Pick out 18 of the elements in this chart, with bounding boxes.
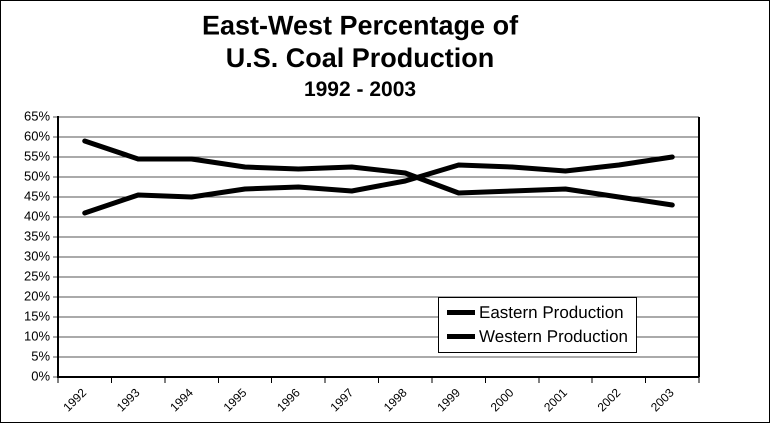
y-tick-label: 45%: [24, 188, 50, 204]
y-tick-label: 0%: [31, 368, 50, 384]
y-tick-label: 55%: [24, 148, 50, 164]
chart-subtitle: 1992 - 2003: [304, 78, 416, 102]
y-tick-label: 50%: [24, 168, 50, 184]
y-tick-label: 15%: [24, 308, 50, 324]
y-tick-label: 30%: [24, 248, 50, 264]
y-tick-label: 5%: [31, 348, 50, 364]
legend-label: Eastern Production: [479, 302, 624, 324]
chart-title: East-West Percentage of U.S. Coal Production: [202, 10, 520, 74]
y-tick-label: 10%: [24, 328, 50, 344]
y-tick-label: 35%: [24, 228, 50, 244]
y-tick-label: 20%: [24, 288, 50, 304]
legend-label: Western Production: [479, 326, 628, 348]
y-tick-label: 65%: [24, 108, 50, 124]
y-tick-label: 40%: [24, 208, 50, 224]
y-tick-label: 25%: [24, 268, 50, 284]
y-tick-label: 60%: [24, 128, 50, 144]
